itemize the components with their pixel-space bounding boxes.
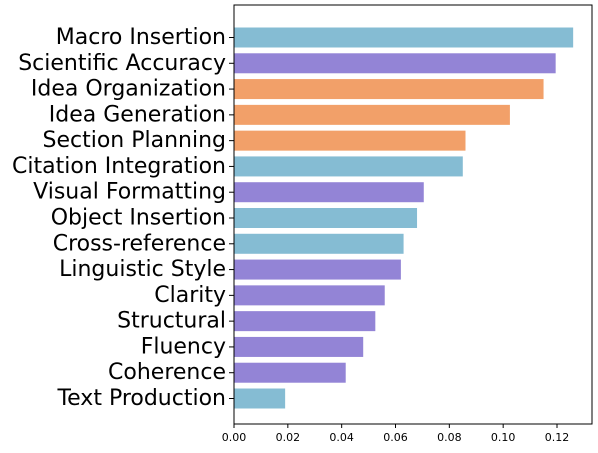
x-tick-label: 0.10 xyxy=(491,431,516,444)
bar-scientific-accuracy xyxy=(234,53,556,74)
x-tick-label: 0.08 xyxy=(437,431,462,444)
x-tick-label: 0.02 xyxy=(276,431,301,444)
bar-text-production xyxy=(234,388,286,409)
bar-macro-insertion xyxy=(234,27,574,48)
plot-frame xyxy=(233,4,593,425)
category-label: Scientific Accuracy xyxy=(18,51,226,76)
x-tick-label: 0.04 xyxy=(329,431,354,444)
category-label: Visual Formatting xyxy=(33,180,226,205)
x-tick-label: 0.00 xyxy=(222,431,247,444)
bar-section-planning xyxy=(234,130,466,151)
category-label: Structural xyxy=(117,309,226,334)
bar-object-insertion xyxy=(234,208,418,228)
category-label: Clarity xyxy=(154,283,226,308)
bar-cross-reference xyxy=(234,233,404,254)
bar-coherence xyxy=(234,362,346,383)
bar-idea-generation xyxy=(234,104,510,125)
bar-linguistic-style xyxy=(234,259,401,280)
x-tick-label: 0.12 xyxy=(545,431,570,444)
category-label: Cross-reference xyxy=(53,231,226,256)
category-label: Text Production xyxy=(56,386,226,411)
bar-idea-organization xyxy=(234,79,544,100)
bar-citation-integration xyxy=(234,156,463,177)
x-tick-label: 0.06 xyxy=(383,431,408,444)
category-label: Section Planning xyxy=(43,128,227,153)
bars-group xyxy=(234,27,574,409)
category-label: Fluency xyxy=(141,334,226,359)
category-label: Idea Generation xyxy=(49,102,226,127)
bar-structural xyxy=(234,311,376,332)
category-label: Object Insertion xyxy=(51,206,226,231)
category-label: Linguistic Style xyxy=(59,257,226,282)
category-label: Citation Integration xyxy=(12,154,226,179)
bar-fluency xyxy=(234,336,364,357)
category-label: Coherence xyxy=(108,360,226,385)
category-label: Idea Organization xyxy=(31,77,226,102)
bar-visual-formatting xyxy=(234,182,424,203)
bar-clarity xyxy=(234,285,385,306)
x-ticks-group: 0.00 0.02 0.04 0.06 0.08 0.10 0.12 xyxy=(222,424,570,444)
category-label: Macro Insertion xyxy=(56,25,226,50)
